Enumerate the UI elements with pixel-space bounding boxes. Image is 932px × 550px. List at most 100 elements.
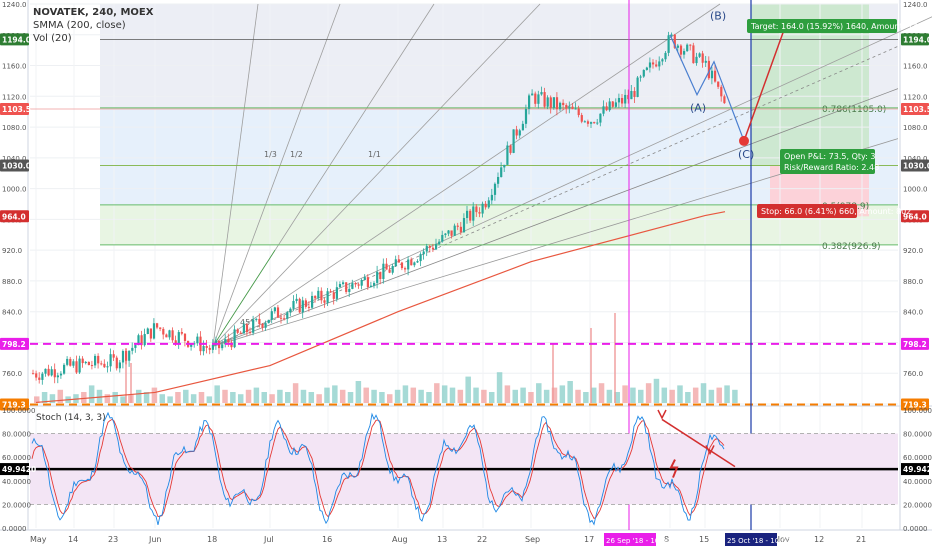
price-label: 1194.0: [2, 35, 31, 44]
candle-body: [400, 262, 404, 269]
volume-bar: [504, 385, 511, 403]
gann-line-dashed: [212, 45, 899, 347]
time-tick: 18: [207, 535, 217, 544]
candle-body: [512, 129, 515, 153]
candle-body: [363, 277, 366, 280]
candle-body: [466, 210, 469, 218]
candle-body: [633, 90, 636, 97]
candle-body: [323, 300, 326, 303]
price-tick: 1040.0: [903, 155, 928, 163]
candle-body: [686, 44, 689, 52]
candle-body: [459, 226, 462, 233]
price-label-box: [0, 159, 29, 172]
price-label-box: [0, 398, 29, 411]
price-tick-left: 1000.0: [2, 186, 27, 194]
candle-body: [692, 45, 695, 64]
volume-bar: [261, 392, 267, 403]
candle-body: [205, 345, 208, 348]
candle-body: [255, 318, 258, 320]
candle-body: [388, 269, 391, 273]
price-label-box: [901, 337, 929, 350]
price-label-box: [901, 33, 929, 46]
candle-body: [196, 336, 199, 344]
candle-body: [661, 59, 664, 62]
candle-body: [221, 344, 224, 349]
candle-body: [314, 295, 317, 299]
volume-bar: [685, 392, 691, 403]
candle-body: [177, 332, 180, 344]
volume-bar: [285, 392, 291, 403]
position-labels: Target: 164.0 (15.92%) 1640, Amount: 149…: [747, 19, 928, 218]
time-tick: 23: [108, 535, 118, 544]
candle-body: [242, 324, 245, 334]
price-label: 798.2: [903, 340, 927, 349]
candle-body: [487, 200, 490, 208]
price-tick: 760.0: [903, 370, 923, 378]
candle-body: [174, 340, 177, 344]
volume-bar: [638, 389, 644, 403]
stoch-tick-left: 0.0000: [2, 525, 27, 533]
price-label-box: [0, 33, 29, 46]
wave-label: (A): [690, 102, 706, 115]
candle-body: [332, 292, 335, 299]
candle-body: [193, 343, 196, 345]
volume-bar: [143, 392, 150, 403]
candle-body: [94, 355, 97, 366]
volume-bar: [206, 396, 213, 403]
volume-bar: [583, 392, 589, 403]
volume-bar: [214, 385, 220, 403]
candle-body: [540, 92, 543, 95]
candle-body: [56, 375, 59, 378]
candle-body: [103, 363, 106, 368]
stoch-level-label: 49.9420: [2, 465, 36, 474]
volume-bar: [347, 392, 354, 403]
price-tick-left: 1160.0: [2, 63, 27, 71]
candle-body: [534, 93, 537, 104]
fib-label: 0.382(926.9): [822, 242, 881, 252]
candle-body: [338, 284, 342, 288]
volume-bar: [653, 378, 660, 403]
candle-body: [655, 64, 658, 67]
candle-body: [326, 291, 329, 303]
candle-body: [351, 283, 354, 289]
volume-bar: [316, 394, 322, 403]
candle-body: [100, 363, 103, 365]
price-tick-left: 1040.0: [2, 155, 27, 163]
candle-body: [431, 247, 435, 250]
candle-body: [90, 365, 94, 367]
candle-body: [50, 369, 53, 376]
volume-bar: [120, 396, 126, 403]
stoch-pane: 100.0000 100.0000 80.0000 80.0000 60.0000 60.…: [0, 407, 932, 533]
volume-bar: [520, 387, 526, 403]
time-tick: Aug: [392, 535, 408, 544]
candle-body: [264, 323, 267, 328]
candle-body: [307, 306, 311, 308]
candle-body: [456, 225, 459, 227]
candle-body: [676, 45, 679, 48]
candle-body: [475, 206, 478, 213]
time-tick: 12: [814, 535, 824, 544]
candle-body: [292, 300, 295, 309]
volume-bar: [96, 389, 103, 403]
candle-body: [658, 61, 661, 67]
candle-body: [121, 351, 125, 363]
candle-body: [385, 263, 388, 270]
candle-body: [276, 307, 280, 318]
candle-body: [422, 251, 425, 255]
candle-body: [565, 105, 568, 109]
candle-body: [118, 362, 121, 369]
volume-bar: [708, 389, 715, 403]
volume-bar: [135, 389, 142, 403]
volume-bar: [402, 385, 409, 403]
candle-body: [490, 194, 493, 201]
price-label-box: [901, 103, 929, 115]
price-label-box: [901, 159, 929, 172]
candle-body: [404, 268, 407, 270]
volume-bar: [253, 387, 260, 403]
candle-body: [125, 351, 128, 361]
stoch-tick: 100.0000: [903, 407, 932, 415]
volume-bar: [724, 385, 730, 403]
candle-body: [134, 345, 137, 348]
volume-bar: [559, 385, 566, 403]
